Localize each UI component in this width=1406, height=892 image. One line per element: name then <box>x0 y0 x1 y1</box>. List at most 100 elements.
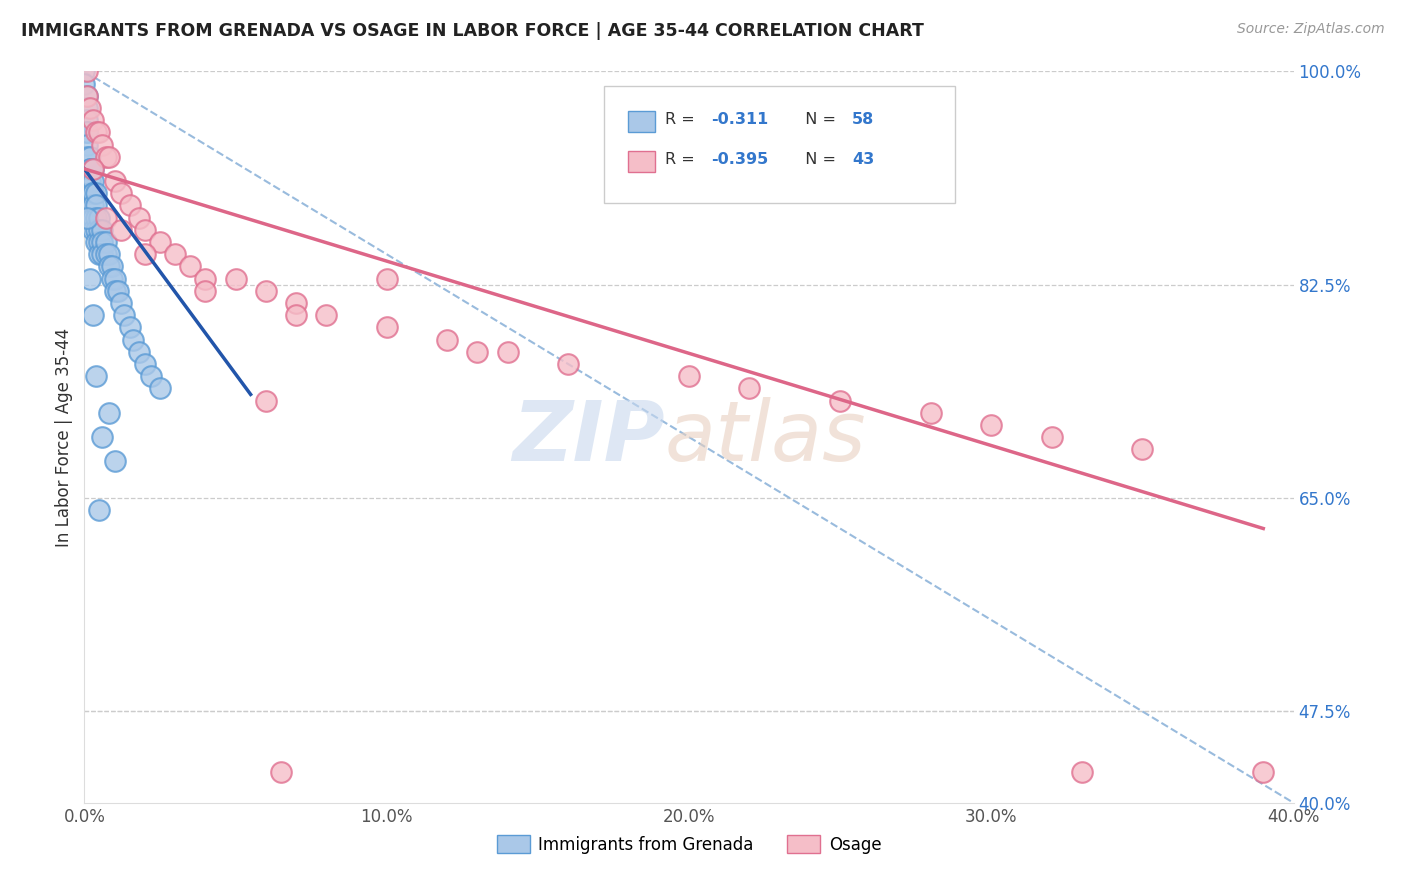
Point <box>82 186 104 201</box>
Text: -0.311: -0.311 <box>710 112 768 128</box>
FancyBboxPatch shape <box>628 151 655 171</box>
Legend: Immigrants from Grenada, Osage: Immigrants from Grenada, Osage <box>489 829 889 860</box>
Point <box>104 271 127 285</box>
Point <box>110 296 132 310</box>
Point <box>76 125 98 139</box>
Point <box>91 137 114 152</box>
Point <box>1130 442 1153 457</box>
Point <box>73 77 96 91</box>
Text: 43: 43 <box>852 152 875 167</box>
Point <box>82 174 104 188</box>
FancyBboxPatch shape <box>605 86 955 203</box>
Point <box>76 88 98 103</box>
Point <box>1040 430 1063 444</box>
Text: R =: R = <box>665 152 700 167</box>
Point <box>467 344 489 359</box>
Point <box>678 369 700 384</box>
Point <box>91 247 114 261</box>
Point <box>82 308 104 322</box>
Point <box>100 271 122 285</box>
Point <box>82 211 104 225</box>
Point <box>82 198 104 212</box>
Point <box>91 223 114 237</box>
Point <box>100 260 122 274</box>
Point <box>94 235 117 249</box>
Point <box>194 271 217 285</box>
Point <box>91 235 114 249</box>
Point <box>134 223 156 237</box>
Point <box>128 344 150 359</box>
Point <box>76 137 98 152</box>
Text: IMMIGRANTS FROM GRENADA VS OSAGE IN LABOR FORCE | AGE 35-44 CORRELATION CHART: IMMIGRANTS FROM GRENADA VS OSAGE IN LABO… <box>21 22 924 40</box>
Point <box>79 186 101 201</box>
Point <box>86 369 108 384</box>
Text: N =: N = <box>796 112 841 128</box>
Point <box>225 271 247 285</box>
Point <box>270 765 292 780</box>
Text: atlas: atlas <box>665 397 866 477</box>
Point <box>89 235 111 249</box>
Text: R =: R = <box>665 112 700 128</box>
Point <box>89 211 111 225</box>
Point <box>89 503 111 517</box>
Point <box>97 260 120 274</box>
Point <box>76 88 98 103</box>
Point <box>79 174 101 188</box>
Point <box>285 296 308 310</box>
Point <box>79 150 101 164</box>
Point <box>79 161 101 176</box>
Text: Source: ZipAtlas.com: Source: ZipAtlas.com <box>1237 22 1385 37</box>
Point <box>375 271 398 285</box>
Point <box>496 344 519 359</box>
Point <box>830 393 852 408</box>
Point <box>97 406 120 420</box>
Point <box>315 308 337 322</box>
Point <box>79 161 101 176</box>
Point <box>134 247 156 261</box>
Point <box>254 393 277 408</box>
Point <box>194 284 217 298</box>
Point <box>76 64 98 78</box>
Point <box>94 247 117 261</box>
Text: N =: N = <box>796 152 841 167</box>
Point <box>86 186 108 201</box>
Point <box>79 271 101 285</box>
Point <box>139 369 162 384</box>
Point <box>86 198 108 212</box>
Point <box>738 381 761 395</box>
Point <box>89 223 111 237</box>
Point <box>149 235 172 249</box>
Point <box>110 186 132 201</box>
Point <box>1071 765 1094 780</box>
Point <box>91 430 114 444</box>
Point <box>104 284 127 298</box>
Point <box>165 247 187 261</box>
Point <box>86 223 108 237</box>
Point <box>285 308 308 322</box>
Point <box>121 333 143 347</box>
Point <box>82 113 104 128</box>
Point <box>89 125 111 139</box>
Point <box>112 308 135 322</box>
Point <box>980 417 1002 432</box>
Text: -0.395: -0.395 <box>710 152 768 167</box>
Point <box>375 320 398 334</box>
Point <box>82 186 104 201</box>
Text: ZIP: ZIP <box>512 397 665 477</box>
Y-axis label: In Labor Force | Age 35-44: In Labor Force | Age 35-44 <box>55 327 73 547</box>
Point <box>436 333 458 347</box>
Point <box>79 101 101 115</box>
FancyBboxPatch shape <box>628 112 655 132</box>
Point <box>254 284 277 298</box>
Point <box>1253 765 1275 780</box>
Point <box>134 357 156 371</box>
Point <box>97 150 120 164</box>
Point <box>149 381 172 395</box>
Point <box>82 161 104 176</box>
Point <box>86 211 108 225</box>
Point <box>73 64 96 78</box>
Point <box>110 223 132 237</box>
Point <box>76 211 98 225</box>
Point <box>76 150 98 164</box>
Point <box>104 454 127 468</box>
